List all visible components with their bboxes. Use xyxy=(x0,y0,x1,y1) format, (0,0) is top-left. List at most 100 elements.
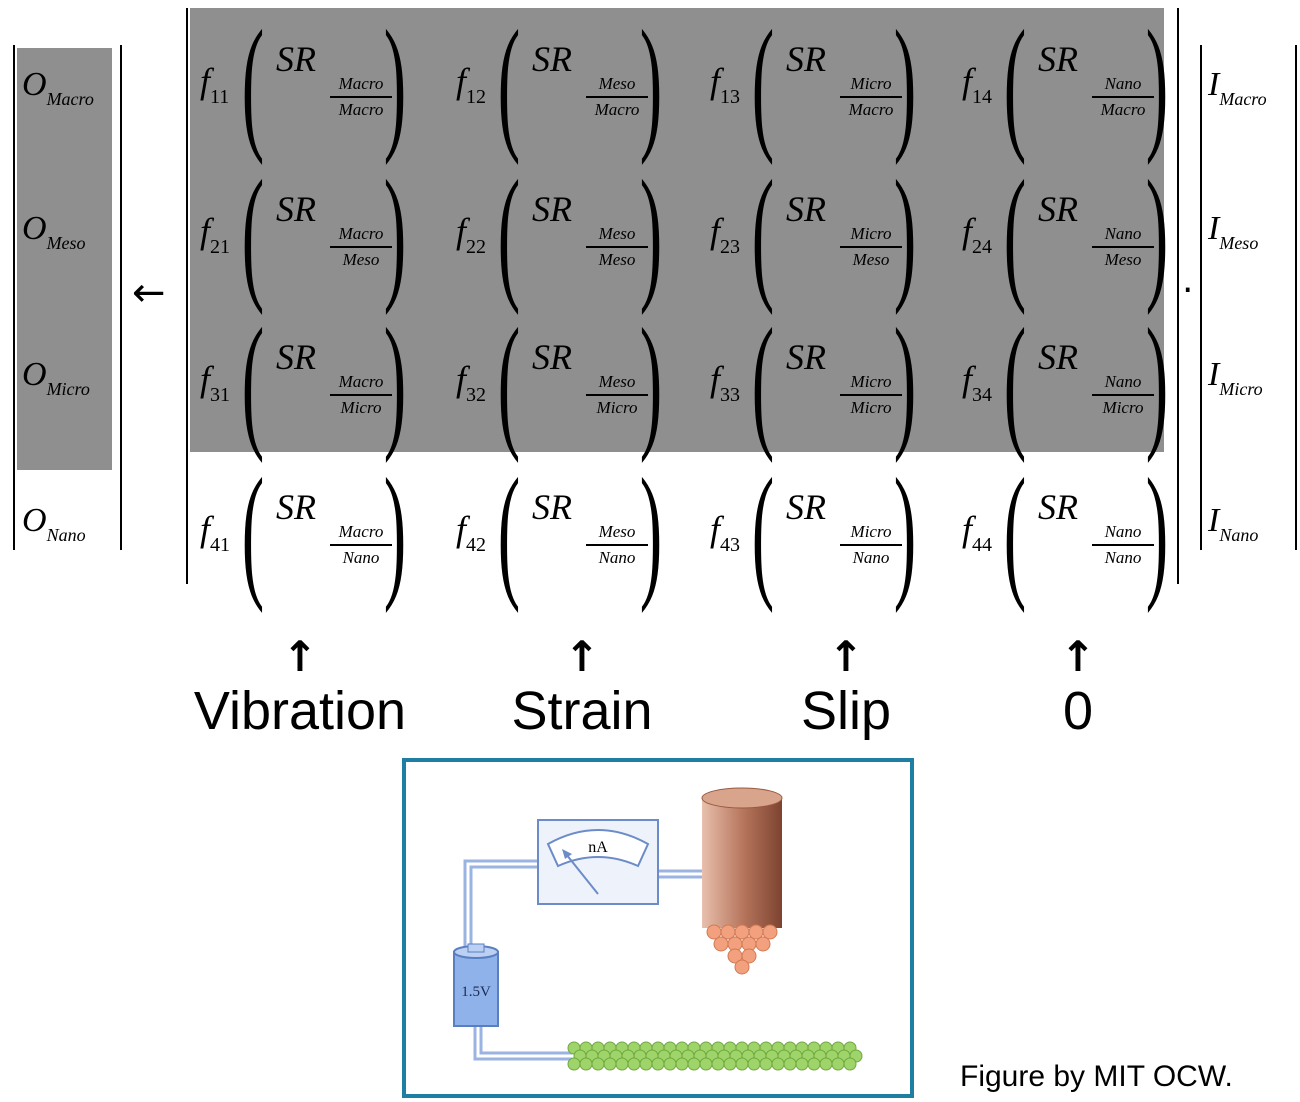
assign-arrow: ← xyxy=(132,270,166,316)
function-symbol: f31 xyxy=(200,359,231,406)
function-symbol: f32 xyxy=(456,359,487,406)
function-symbol: f33 xyxy=(710,359,741,406)
fraction-denominator: Micro xyxy=(850,398,892,417)
left-paren: ( xyxy=(1003,448,1027,614)
fraction-numerator: Macro xyxy=(330,224,392,248)
figure-credit: Figure by MIT OCW. xyxy=(960,1060,1233,1093)
sample-atom xyxy=(591,1057,605,1071)
function-symbol: f21 xyxy=(200,211,231,258)
ratio-symbol: SR xyxy=(786,39,826,79)
function-symbol: f23 xyxy=(710,211,741,258)
meter-label: nA xyxy=(588,839,608,856)
scale-ratio-fraction: Nano Macro xyxy=(1092,74,1154,120)
matrix-cell-24: f24 (SR Nano Meso) xyxy=(954,158,1206,310)
up-arrow-icon: ↑ xyxy=(828,632,864,681)
fraction-denominator: Nano xyxy=(598,548,636,567)
up-arrow-icon: ↑ xyxy=(564,632,600,681)
fraction-denominator: Micro xyxy=(340,398,382,417)
output-element: OMicro xyxy=(22,356,90,399)
sample-atom xyxy=(807,1057,821,1071)
sample-atom xyxy=(843,1057,857,1071)
ratio-symbol: SR xyxy=(786,487,826,527)
left-paren: ( xyxy=(1003,298,1027,464)
battery-icon: 1.5V xyxy=(453,943,499,1027)
scale-ratio-fraction: Meso Meso xyxy=(586,224,648,270)
input-right-bar xyxy=(1295,45,1297,550)
input-left-bar xyxy=(1200,45,1202,550)
left-paren: ( xyxy=(497,298,521,464)
function-symbol: f44 xyxy=(962,509,993,556)
scale-ratio-fraction: Macro Nano xyxy=(330,522,392,568)
left-paren: ( xyxy=(751,0,775,166)
fraction-numerator: Nano xyxy=(1092,522,1154,546)
scale-ratio-fraction: Micro Micro xyxy=(840,372,902,418)
function-symbol: f42 xyxy=(456,509,487,556)
ammeter-icon: nA xyxy=(537,819,659,905)
ratio-symbol: SR xyxy=(1038,337,1078,377)
ratio-symbol: SR xyxy=(276,487,316,527)
left-paren: ( xyxy=(1003,0,1027,166)
scale-ratio-fraction: Nano Nano xyxy=(1092,522,1154,568)
left-paren: ( xyxy=(497,448,521,614)
output-element: ONano xyxy=(22,502,86,545)
function-symbol: f13 xyxy=(710,61,741,108)
matrix-cell-31: f31 (SR Macro Micro) xyxy=(192,298,444,464)
fraction-denominator: Nano xyxy=(342,548,380,567)
sample-surface-icon xyxy=(567,1041,863,1071)
function-symbol: f43 xyxy=(710,509,741,556)
matrix-cell-33: f33 (SR Micro Micro) xyxy=(702,298,954,464)
sample-atom xyxy=(579,1057,593,1071)
left-paren: ( xyxy=(241,150,265,316)
fraction-denominator: Micro xyxy=(596,398,638,417)
right-paren: ) xyxy=(383,150,407,316)
ratio-symbol: SR xyxy=(532,39,572,79)
scale-ratio-fraction: Micro Nano xyxy=(840,522,902,568)
right-paren: ) xyxy=(383,298,407,464)
fraction-numerator: Nano xyxy=(1092,224,1154,248)
sample-atom xyxy=(699,1057,713,1071)
ratio-symbol: SR xyxy=(532,189,572,229)
scale-ratio-fraction: Macro Macro xyxy=(330,74,392,120)
right-paren: ) xyxy=(1145,448,1169,614)
illustration-frame xyxy=(402,758,914,1098)
function-symbol: f34 xyxy=(962,359,993,406)
up-arrow-icon: ↑ xyxy=(1060,632,1096,681)
ratio-symbol: SR xyxy=(532,337,572,377)
matrix-cell-34: f34 (SR Nano Micro) xyxy=(954,298,1206,464)
fraction-denominator: Meso xyxy=(342,250,380,269)
fraction-numerator: Nano xyxy=(1092,74,1154,98)
ratio-symbol: SR xyxy=(276,337,316,377)
fraction-numerator: Macro xyxy=(330,74,392,98)
sample-atom xyxy=(831,1057,845,1071)
fraction-numerator: Micro xyxy=(840,372,902,396)
right-paren: ) xyxy=(639,448,663,614)
ratio-symbol: SR xyxy=(786,337,826,377)
ratio-symbol: SR xyxy=(1038,487,1078,527)
left-paren: ( xyxy=(497,0,521,166)
function-symbol: f12 xyxy=(456,61,487,108)
matrix-cell-32: f32 (SR Meso Micro) xyxy=(448,298,700,464)
left-paren: ( xyxy=(751,150,775,316)
fraction-numerator: Meso xyxy=(586,224,648,248)
sample-atom xyxy=(735,1057,749,1071)
fraction-numerator: Macro xyxy=(330,522,392,546)
scale-ratio-fraction: Meso Nano xyxy=(586,522,648,568)
left-paren: ( xyxy=(241,0,265,166)
scale-ratio-fraction: Macro Meso xyxy=(330,224,392,270)
input-element: IMicro xyxy=(1208,356,1263,399)
sample-atom xyxy=(711,1057,725,1071)
matrix-cell-11: f11 (SR Macro Macro) xyxy=(192,0,444,166)
matrix-cell-42: f42 (SR Meso Nano) xyxy=(448,448,700,614)
left-paren: ( xyxy=(751,298,775,464)
sample-atom xyxy=(567,1057,581,1071)
ratio-symbol: SR xyxy=(276,189,316,229)
fraction-numerator: Micro xyxy=(840,224,902,248)
dot-operator: · xyxy=(1182,270,1194,311)
sample-atom xyxy=(723,1057,737,1071)
column-label-zero: 0 xyxy=(1062,681,1094,741)
sample-atom xyxy=(771,1057,785,1071)
column-label-strain: Strain xyxy=(511,681,653,741)
sample-atom xyxy=(819,1057,833,1071)
sample-atom xyxy=(795,1057,809,1071)
matrix-cell-41: f41 (SR Macro Nano) xyxy=(192,456,444,608)
